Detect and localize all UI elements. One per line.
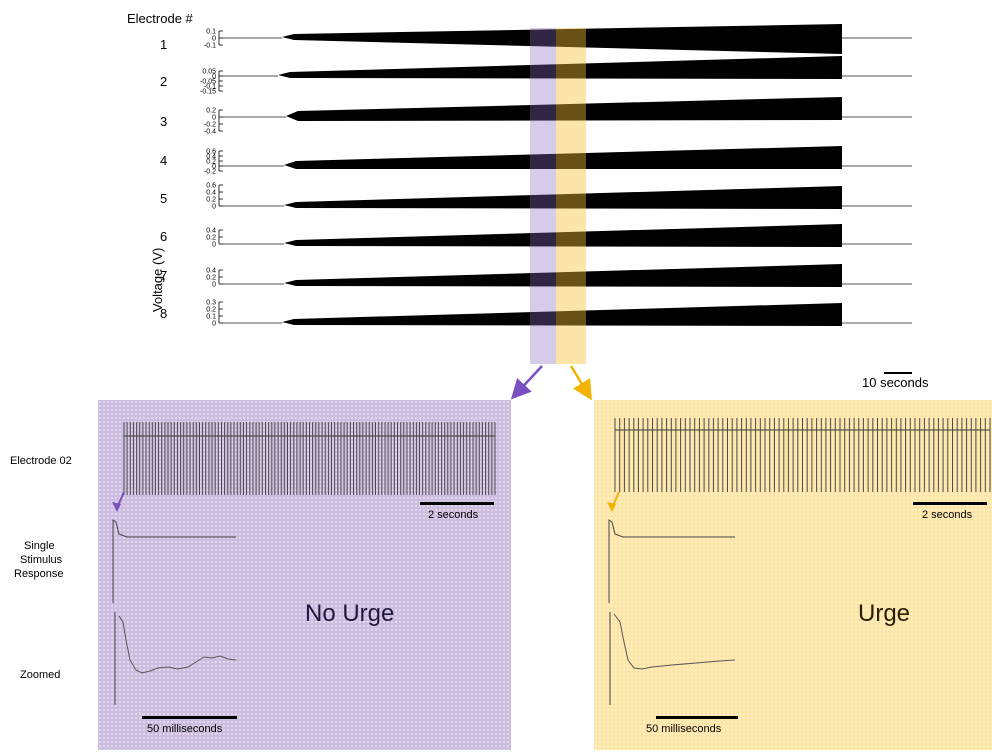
tick-label: 0.2 bbox=[206, 108, 216, 115]
tick-label: 0.6 bbox=[206, 149, 216, 156]
ten-second-scale-bar bbox=[884, 372, 912, 374]
ten-second-scale-label: 10 seconds bbox=[862, 375, 929, 390]
tick-label: 0.2 bbox=[206, 235, 216, 242]
tick-label: 0.2 bbox=[206, 307, 216, 314]
urge-50ms-scale-bar bbox=[656, 716, 738, 719]
tick-label: 0.2 bbox=[206, 159, 216, 166]
tick-label: 0.3 bbox=[206, 300, 216, 307]
urge-zoomed bbox=[613, 613, 736, 670]
tick-label: 0 bbox=[212, 74, 216, 81]
tick-label: 0 bbox=[212, 115, 216, 122]
no-urge-single-response bbox=[112, 519, 236, 603]
tick-label: 0.4 bbox=[206, 190, 216, 197]
electrode-label-6: 6 bbox=[160, 229, 168, 244]
no-urge-arrow-icon bbox=[510, 365, 543, 400]
tick-label: 0 bbox=[212, 204, 216, 211]
no-urge-window bbox=[530, 28, 556, 364]
tick-label: 0.6 bbox=[206, 183, 216, 190]
tick-label: -0.1 bbox=[204, 43, 216, 50]
urge-window bbox=[556, 28, 586, 364]
electrode-label-2: 2 bbox=[160, 74, 168, 89]
trace-envelope-6 bbox=[284, 224, 842, 247]
no-urge-50ms-scale-label: 50 milliseconds bbox=[147, 723, 223, 735]
tick-label: 0.1 bbox=[206, 29, 216, 36]
urge-2s-scale-label: 2 seconds bbox=[922, 509, 973, 521]
tick-label: 0 bbox=[212, 282, 216, 289]
tick-label: -0.1 bbox=[204, 84, 216, 91]
electrode-label-1: 1 bbox=[160, 37, 168, 52]
electrode-02-label: Electrode 02 bbox=[10, 455, 72, 467]
no-urge-50ms-scale-bar bbox=[142, 716, 237, 719]
tick-label: 0 bbox=[212, 36, 216, 43]
electrode-label-3: 3 bbox=[160, 114, 168, 129]
tick-label: 0.4 bbox=[206, 154, 216, 161]
tick-label: -0.2 bbox=[204, 169, 216, 176]
tick-label: -0.05 bbox=[200, 79, 216, 86]
trace-envelope-8 bbox=[282, 303, 842, 326]
electrode-label-8: 8 bbox=[160, 306, 168, 321]
single-label-line2: Stimulus bbox=[20, 554, 63, 566]
tick-label: 0.05 bbox=[202, 69, 216, 76]
trace-envelope-1 bbox=[282, 24, 842, 54]
urge-arrow-icon bbox=[569, 365, 592, 401]
trace-envelope-4 bbox=[284, 146, 842, 169]
tick-label: -0.2 bbox=[204, 122, 216, 129]
no-urge-panel: No Urge 2 seconds 50 milliseconds bbox=[98, 400, 511, 750]
urge-2s-scale-bar bbox=[913, 502, 987, 505]
tick-label: 0.4 bbox=[206, 268, 216, 275]
tick-label: -0.4 bbox=[204, 129, 216, 136]
tick-label: 0 bbox=[212, 242, 216, 249]
electrode-label-5: 5 bbox=[160, 191, 168, 206]
electrode-heading: Electrode # bbox=[127, 11, 193, 26]
no-urge-title: No Urge bbox=[305, 600, 395, 627]
single-label-line1: Single bbox=[24, 540, 55, 552]
tick-label: 0 bbox=[212, 164, 216, 171]
tick-label: 0.2 bbox=[206, 275, 216, 282]
urge-small-arrow-icon-head bbox=[607, 502, 616, 512]
trace-envelope-7 bbox=[284, 264, 842, 287]
zoomed-label: Zoomed bbox=[20, 669, 61, 681]
no-urge-2s-scale-bar bbox=[420, 502, 494, 505]
urge-50ms-scale-label: 50 milliseconds bbox=[646, 723, 722, 735]
no-urge-zoomed bbox=[118, 615, 237, 674]
tick-label: 0.2 bbox=[206, 197, 216, 204]
single-label-line3: Response bbox=[14, 568, 64, 580]
urge-single-response bbox=[608, 519, 735, 603]
trace-envelope-2 bbox=[278, 56, 842, 79]
no-urge-2s-scale-label: 2 seconds bbox=[428, 509, 479, 521]
electrode-label-7: 7 bbox=[160, 268, 168, 283]
tick-label: 0 bbox=[212, 321, 216, 328]
trace-envelope-3 bbox=[286, 97, 842, 121]
tick-label: -0.15 bbox=[200, 89, 216, 96]
trace-envelope-5 bbox=[284, 186, 842, 209]
urge-title: Urge bbox=[858, 600, 911, 627]
electrode-traces: 0.10-0.10.050-0.05-0.1-0.150.20-0.2-0.40… bbox=[200, 24, 912, 328]
electrode-label-4: 4 bbox=[160, 153, 168, 168]
no-urge-small-arrow-icon-head bbox=[112, 502, 121, 512]
tick-label: 0.4 bbox=[206, 228, 216, 235]
tick-label: 0.1 bbox=[206, 314, 216, 321]
